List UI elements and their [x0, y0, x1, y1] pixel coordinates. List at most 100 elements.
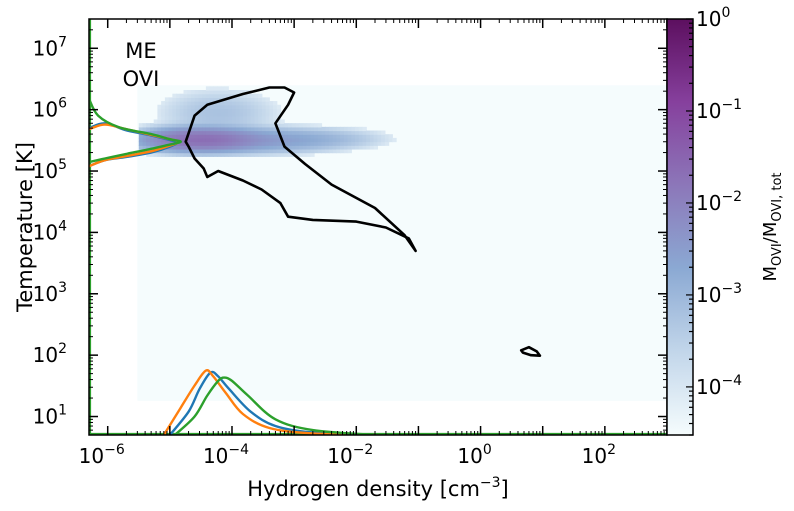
heatmap-cell [198, 101, 203, 106]
heatmap-cell [243, 152, 248, 157]
heatmap-cell [381, 137, 386, 143]
heatmap-cell [190, 134, 196, 139]
heatmap-cell [269, 134, 274, 139]
heatmap-cell [265, 115, 270, 121]
heatmap-cell [228, 141, 233, 146]
heatmap-cell [254, 108, 259, 113]
heatmap-cell [198, 137, 203, 143]
heatmap-cell [258, 145, 263, 150]
heatmap-cell [269, 130, 274, 135]
heatmap-cell [224, 126, 229, 132]
heatmap-cell [261, 101, 267, 106]
heatmap-cell [231, 152, 237, 157]
heatmap-cell [202, 141, 207, 146]
heatmap-cell [243, 141, 248, 146]
heatmap-cell [273, 141, 278, 146]
heatmap-cell [231, 137, 237, 143]
heatmap-cell [366, 130, 371, 135]
heatmap-cell [261, 123, 267, 128]
heatmap-cell [269, 148, 274, 154]
heatmap-cell [246, 130, 252, 135]
heatmap-cell [138, 145, 144, 150]
heatmap-cell [343, 145, 349, 150]
heatmap-cell [336, 145, 341, 150]
heatmap-cell [231, 101, 237, 106]
heatmap-cell [246, 141, 252, 146]
heatmap-cell [142, 145, 147, 150]
heatmap-cell [325, 134, 330, 139]
heatmap-cell [235, 148, 241, 154]
y-tick-label: 101 [33, 403, 67, 429]
heatmap-cell [228, 130, 233, 135]
heatmap-cell [235, 90, 241, 95]
heatmap-cell [153, 141, 159, 146]
heatmap-cell [161, 126, 166, 132]
heatmap-cell [176, 152, 181, 157]
heatmap-cell [161, 104, 166, 110]
heatmap-cell [213, 93, 218, 98]
heatmap-cell [328, 145, 334, 150]
heatmap-cell [239, 93, 244, 98]
heatmap-cell [314, 126, 319, 132]
heatmap-cell [146, 141, 151, 146]
heatmap-cell [202, 101, 207, 106]
heatmap-cell [202, 97, 207, 102]
heatmap-cell [220, 141, 226, 146]
heatmap-cell [228, 112, 233, 117]
heatmap-cell [202, 112, 207, 117]
heatmap-cell [209, 126, 214, 132]
heatmap-cell [287, 134, 293, 139]
heatmap-cell [246, 104, 252, 110]
heatmap-cell [295, 141, 300, 146]
heatmap-cell [235, 145, 241, 150]
heatmap-cell [291, 123, 296, 128]
heatmap-cell [239, 148, 244, 154]
heatmap-cell [246, 123, 252, 128]
heatmap-cell [205, 101, 211, 106]
heatmap-cell [373, 134, 379, 139]
heatmap-cell [198, 93, 203, 98]
heatmap-cell [205, 104, 211, 110]
heatmap-cell [280, 152, 285, 157]
heatmap-cell [209, 119, 214, 124]
y-tick-label: 106 [33, 96, 67, 122]
heatmap-cell [302, 145, 308, 150]
heatmap-cell [202, 145, 207, 150]
heatmap-cell [183, 152, 188, 157]
heatmap-cell [328, 126, 334, 132]
heatmap-cell [231, 97, 237, 102]
heatmap-cell [243, 123, 248, 128]
heatmap-cell [269, 101, 274, 106]
heatmap-cell [220, 108, 226, 113]
heatmap-cell [183, 108, 188, 113]
heatmap-cell [149, 152, 155, 157]
heatmap-cell [246, 115, 252, 121]
heatmap-cell [194, 101, 200, 106]
heatmap-cell [276, 108, 282, 113]
heatmap-cell [172, 134, 177, 139]
heatmap-cell [310, 134, 315, 139]
heatmap-cell [228, 145, 233, 150]
heatmap-cell [254, 104, 259, 110]
heatmap-cell [250, 152, 255, 157]
heatmap-cell [235, 97, 241, 102]
heatmap-cell [254, 137, 259, 143]
heatmap-cell [246, 108, 252, 113]
heatmap-cell [213, 86, 218, 91]
heatmap-cell [172, 148, 177, 154]
heatmap-cell [246, 126, 252, 132]
heatmap-cell [224, 152, 229, 157]
heatmap-cell [217, 93, 222, 98]
heatmap-cell [190, 130, 196, 135]
heatmap-cell [179, 148, 185, 154]
heatmap-cell [265, 104, 270, 110]
heatmap-cell [373, 130, 379, 135]
heatmap-cell [220, 90, 226, 95]
density-curve-2 [162, 369, 376, 435]
heatmap-cell [332, 145, 337, 150]
heatmap-cell [273, 137, 278, 143]
heatmap-cell [314, 123, 319, 128]
colorbar-tick-label: 10−2 [696, 189, 742, 215]
heatmap-cell [250, 137, 255, 143]
heatmap-cell [224, 134, 229, 139]
